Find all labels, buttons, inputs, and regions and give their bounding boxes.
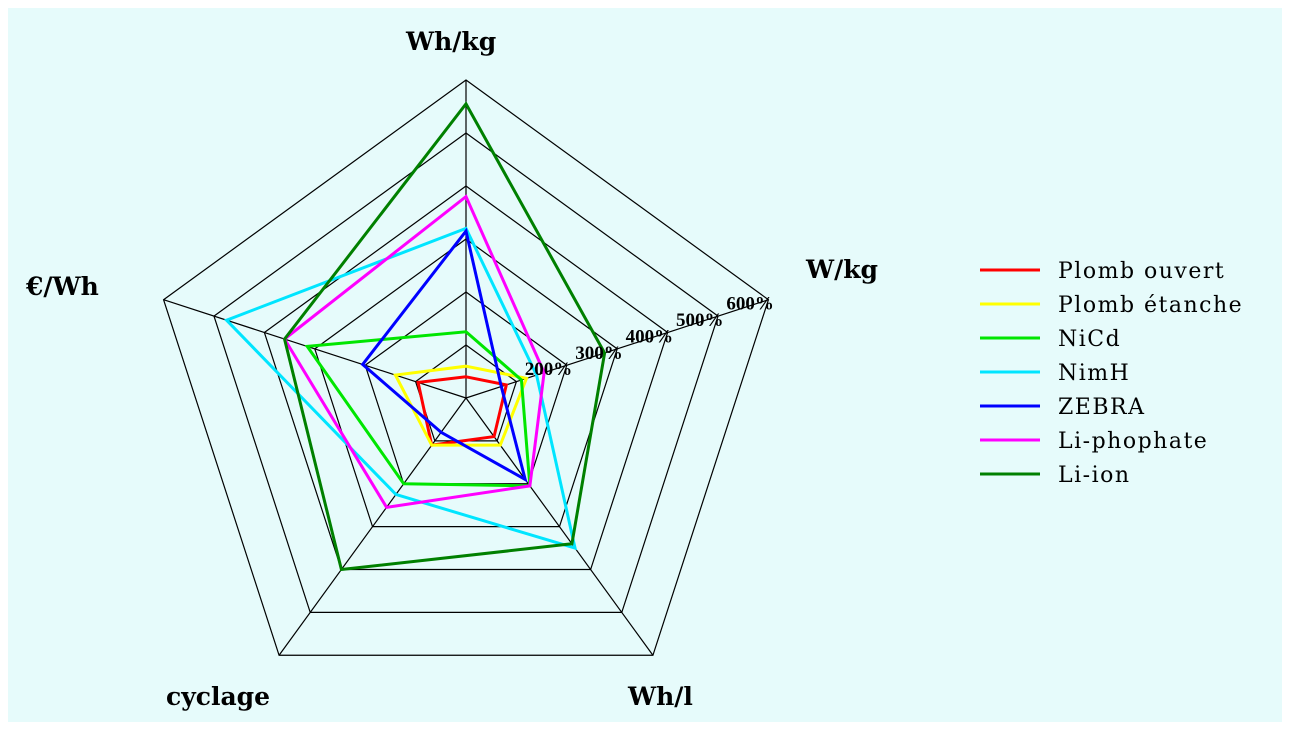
spoke-2	[465, 397, 654, 656]
legend-label: NimH	[1058, 361, 1130, 386]
axis-label: €/Wh	[25, 272, 99, 301]
axis-label: Wh/l	[627, 682, 693, 711]
legend-label: NiCd	[1058, 327, 1121, 352]
tick-label: 200%	[525, 359, 573, 380]
legend: Plomb ouvert Plomb étanche NiCd NimH ZEBRA Li…	[980, 259, 1243, 488]
legend-label: Li-phophate	[1058, 429, 1208, 454]
tick-label: 300%	[575, 343, 623, 364]
axis-label: W/kg	[805, 255, 878, 284]
legend-label: ZEBRA	[1058, 395, 1145, 420]
series-line-4	[360, 227, 528, 483]
grid-ring-600	[162, 79, 770, 656]
axis-label: cyclage	[166, 682, 270, 711]
radar-chart: 200%300%400%500%600% Wh/kg W/kg Wh/l cyclag…	[25, 27, 1243, 711]
series-line-5	[282, 194, 546, 509]
grid-ring-400	[263, 185, 669, 571]
series-line-6	[282, 101, 607, 572]
axis-label: Wh/kg	[405, 27, 496, 56]
tick-label: 500%	[676, 310, 724, 331]
radar-spokes	[163, 80, 769, 656]
legend-label: Plomb ouvert	[1058, 259, 1225, 284]
series-line-2	[304, 330, 532, 488]
radar-tick-labels: 200%300%400%500%600%	[525, 294, 774, 381]
legend-label: Li-ion	[1058, 463, 1131, 488]
series-line-3	[223, 226, 578, 551]
grid-ring-500	[213, 132, 719, 613]
spoke-4	[163, 299, 467, 399]
legend-label: Plomb étanche	[1058, 293, 1243, 318]
tick-label: 600%	[726, 294, 774, 315]
tick-label: 400%	[626, 326, 674, 347]
spoke-3	[278, 397, 467, 656]
spoke-1	[465, 299, 769, 399]
chart-canvas: 200% 300% 400% 500% 600% Wh/kg W/kg Wh/l cyclag…	[8, 8, 1282, 722]
radar-axis-labels: Wh/kg W/kg Wh/l cyclage €/Wh	[25, 27, 878, 711]
radar-series	[223, 101, 607, 572]
